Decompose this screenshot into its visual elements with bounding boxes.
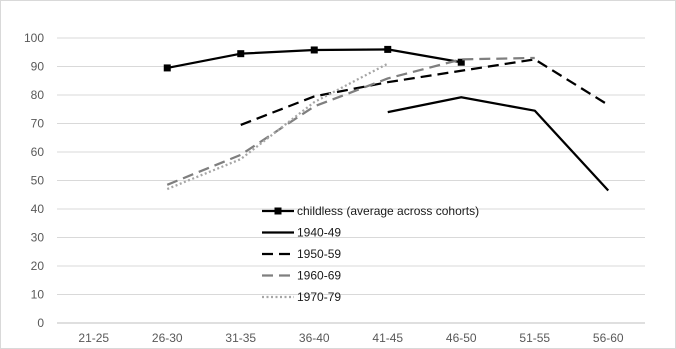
y-axis-tick-labels: 0 10 20 30 40 50 60 70 80 90 100	[24, 31, 44, 330]
data-point-marker	[384, 45, 392, 53]
series-1	[387, 96, 610, 192]
x-tick-label: 26-30	[152, 331, 183, 345]
legend-marker	[274, 207, 282, 215]
legend-item: 1940-49	[262, 226, 341, 240]
gridlines	[57, 37, 645, 324]
x-tick-label: 21-25	[78, 331, 109, 345]
y-tick-label: 50	[31, 174, 45, 188]
y-tick-label: 30	[31, 231, 45, 245]
y-tick-label: 10	[31, 288, 45, 302]
x-tick-label: 46-50	[446, 331, 477, 345]
legend-item: childless (average across cohorts)	[262, 204, 479, 218]
data-point-marker	[163, 64, 171, 72]
legend-label: childless (average across cohorts)	[297, 204, 479, 218]
legend-label: 1970-79	[297, 290, 341, 304]
data-point-marker	[237, 50, 245, 58]
data-point-marker	[310, 46, 318, 54]
x-axis-tick-labels: 21-25 26-30 31-35 36-40 41-45 46-50 51-55 56-60	[78, 331, 624, 345]
series-3	[166, 56, 535, 186]
legend-item: 1960-69	[262, 269, 341, 283]
y-tick-label: 60	[31, 145, 45, 159]
y-tick-label: 80	[31, 88, 45, 102]
y-tick-label: 90	[31, 60, 45, 74]
y-tick-label: 40	[31, 202, 45, 216]
data-point-marker	[457, 58, 465, 66]
series-line	[166, 56, 535, 186]
legend-item: 1970-79	[262, 290, 341, 304]
legend-item: 1950-59	[262, 247, 341, 261]
series-lines	[163, 45, 610, 192]
legend-label: 1940-49	[297, 226, 341, 240]
x-tick-label: 36-40	[299, 331, 330, 345]
series-line	[387, 96, 610, 192]
series-2	[240, 58, 609, 126]
x-tick-label: 51-55	[519, 331, 550, 345]
legend-label: 1960-69	[297, 269, 341, 283]
y-tick-label: 70	[31, 117, 45, 131]
x-tick-label: 31-35	[225, 331, 256, 345]
legend: childless (average across cohorts) 1940-4…	[262, 204, 479, 304]
series-line	[240, 58, 609, 126]
y-tick-label: 0	[37, 316, 44, 330]
x-tick-label: 41-45	[372, 331, 403, 345]
y-tick-label: 20	[31, 259, 45, 273]
x-tick-label: 56-60	[593, 331, 624, 345]
legend-label: 1950-59	[297, 247, 341, 261]
y-tick-label: 100	[24, 31, 44, 45]
series-0	[163, 45, 465, 72]
